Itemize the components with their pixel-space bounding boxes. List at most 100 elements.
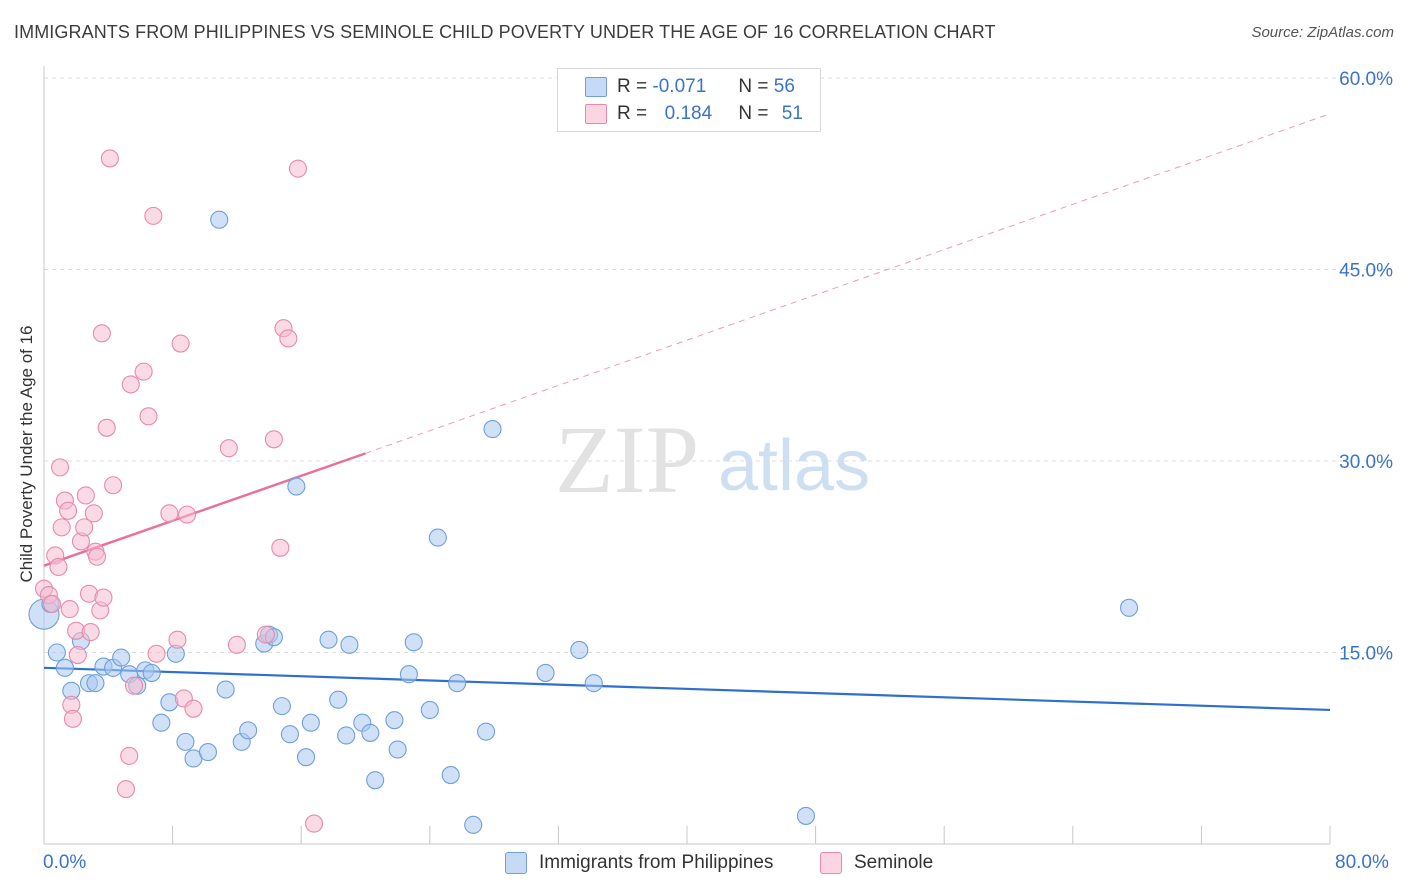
point-philippines <box>366 771 385 790</box>
legend-n-value: 56 <box>773 76 795 97</box>
legend-n-label: N = <box>738 76 769 97</box>
point-philippines <box>239 721 258 740</box>
legend-swatch-pink <box>820 852 842 874</box>
source-label: Source: ZipAtlas.com <box>1251 24 1394 41</box>
point-seminole <box>94 588 113 607</box>
legend-label-philippines: Immigrants from Philippines <box>539 852 774 873</box>
point-seminole <box>104 476 123 495</box>
point-philippines <box>112 648 131 667</box>
point-philippines <box>340 635 359 654</box>
point-seminole <box>219 439 238 458</box>
legend-row-seminole: R = 0.184 N = 51 <box>558 102 803 126</box>
point-seminole <box>256 625 275 644</box>
y-axis-label: Child Poverty Under the Age of 16 <box>17 325 36 583</box>
legend-n-label: N = <box>738 103 769 124</box>
point-philippines <box>464 815 483 834</box>
point-seminole <box>178 505 197 524</box>
point-seminole <box>100 149 119 168</box>
point-philippines <box>55 658 74 677</box>
legend-swatch-blue <box>505 852 527 874</box>
point-seminole <box>168 630 187 649</box>
point-philippines <box>404 633 423 652</box>
point-philippines <box>272 697 291 716</box>
point-philippines <box>448 674 467 693</box>
point-seminole <box>52 518 71 537</box>
point-philippines <box>329 690 348 709</box>
y-tick-label: 60.0% <box>1339 69 1393 90</box>
watermark-atlas: atlas <box>718 426 870 506</box>
point-philippines <box>796 806 816 825</box>
point-philippines <box>47 643 66 662</box>
point-philippines <box>337 726 356 745</box>
point-seminole <box>305 814 324 833</box>
legend-r-label: R = <box>617 76 648 97</box>
point-philippines <box>296 748 316 767</box>
point-seminole <box>68 646 87 665</box>
point-philippines <box>301 713 320 732</box>
series-points <box>28 149 1139 834</box>
point-philippines <box>441 766 460 785</box>
point-seminole <box>134 362 153 381</box>
legend-label-seminole: Seminole <box>854 852 934 873</box>
legend-r-value: 0.184 <box>664 103 713 124</box>
point-philippines <box>385 711 404 730</box>
point-philippines <box>420 700 439 720</box>
point-philippines <box>399 665 418 684</box>
axes <box>43 66 1331 845</box>
point-philippines <box>361 723 380 742</box>
point-philippines <box>319 630 338 649</box>
y-tick-labels: 15.0% 30.0% 45.0% 60.0% <box>1339 69 1393 665</box>
point-philippines <box>388 740 407 759</box>
point-seminole <box>120 746 139 765</box>
point-philippines <box>142 663 161 682</box>
point-seminole <box>264 430 283 449</box>
point-seminole <box>84 504 103 523</box>
legend-item-seminole: Seminole <box>820 852 933 874</box>
legend-r-label: R = <box>617 103 648 124</box>
chart-title: IMMIGRANTS FROM PHILIPPINES VS SEMINOLE … <box>14 22 996 42</box>
point-philippines <box>152 713 171 732</box>
watermark-zip: ZIP <box>555 406 699 513</box>
x-tick-label-min: 0.0% <box>43 852 87 873</box>
point-seminole <box>139 407 158 426</box>
point-seminole <box>97 418 116 437</box>
point-philippines <box>280 725 299 744</box>
point-seminole <box>121 375 140 394</box>
point-seminole <box>160 504 179 523</box>
point-philippines <box>287 477 306 496</box>
point-seminole <box>81 623 100 642</box>
point-philippines <box>1120 598 1139 617</box>
point-seminole <box>59 501 78 520</box>
point-philippines <box>428 528 447 547</box>
point-seminole <box>49 557 68 577</box>
point-seminole <box>288 159 308 178</box>
x-tick-label-max: 80.0% <box>1335 852 1389 873</box>
point-seminole <box>144 206 163 225</box>
point-seminole <box>227 635 246 654</box>
legend-swatch-blue <box>585 77 607 97</box>
point-seminole <box>87 547 107 566</box>
gridlines <box>44 77 1392 653</box>
point-philippines <box>584 674 603 693</box>
point-seminole <box>42 594 62 614</box>
point-philippines <box>86 674 105 693</box>
point-seminole <box>60 600 79 619</box>
point-seminole <box>92 324 111 343</box>
point-seminole <box>75 518 94 537</box>
legend-n-value: 51 <box>781 103 803 124</box>
legend-r-value: -0.071 <box>652 76 707 97</box>
point-seminole <box>51 458 70 477</box>
legend-item-philippines: Immigrants from Philippines <box>505 852 773 874</box>
y-tick-label: 45.0% <box>1339 261 1393 282</box>
point-seminole <box>147 644 166 663</box>
point-philippines <box>216 680 235 699</box>
point-seminole <box>63 709 82 728</box>
point-philippines <box>210 210 229 229</box>
point-seminole <box>271 538 290 557</box>
point-seminole <box>124 676 144 695</box>
trend-line-seminole-extension <box>365 113 1331 454</box>
point-seminole <box>76 486 95 505</box>
trend-line-philippines <box>43 666 1331 712</box>
legend-row-philippines: R = -0.071 N = 56 <box>558 75 795 99</box>
